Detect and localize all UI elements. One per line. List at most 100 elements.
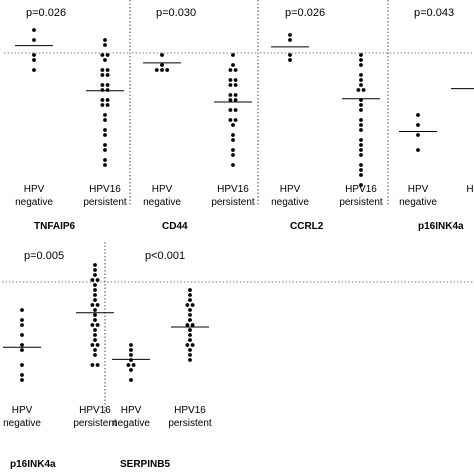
data-point [32, 28, 36, 32]
data-point [95, 363, 100, 367]
group-label-line2: negative [3, 418, 41, 429]
data-point [100, 88, 105, 92]
data-point [93, 288, 97, 292]
data-point [160, 63, 164, 67]
data-point [233, 78, 238, 82]
data-point [288, 53, 292, 57]
data-point [129, 353, 133, 357]
group-label-line1: HPV [280, 184, 301, 195]
data-point [356, 88, 361, 92]
data-point [129, 343, 133, 347]
group-label-line1: HPV [152, 184, 173, 195]
data-point [90, 278, 95, 282]
data-point [231, 53, 235, 57]
data-point [100, 98, 105, 102]
data-point [129, 358, 133, 362]
group-label-line1: HPV16 [89, 184, 121, 195]
data-point [359, 183, 363, 187]
p-value-label: p=0.030 [156, 7, 196, 19]
data-point [100, 68, 105, 72]
data-point [103, 133, 107, 137]
data-point [185, 343, 190, 347]
data-point [103, 58, 107, 62]
data-point [188, 358, 192, 362]
data-point [228, 118, 233, 122]
data-point [190, 323, 195, 327]
data-point [359, 143, 363, 147]
p-value-label: p=0.005 [24, 250, 64, 262]
group-label-line2: persistent [83, 197, 127, 208]
data-point [188, 298, 192, 302]
data-point [32, 58, 36, 62]
data-point [165, 68, 170, 72]
group-label-line1: H [466, 184, 473, 195]
data-point [154, 68, 159, 72]
data-point [20, 363, 24, 367]
data-point [185, 303, 190, 307]
data-point [103, 128, 107, 132]
data-point [131, 363, 136, 367]
data-point [32, 68, 36, 72]
data-point [20, 373, 24, 377]
group-label-line2: negative [15, 197, 53, 208]
data-point [228, 98, 233, 102]
data-point [105, 88, 110, 92]
data-point [288, 33, 292, 37]
data-point [188, 308, 192, 312]
data-point [103, 38, 107, 42]
panel-tnfaip6-0: p=0.026 HPV negative HPV16 persistent TNFAIP6 [4, 0, 131, 232]
data-point [228, 108, 233, 112]
data-point [93, 308, 97, 312]
data-point [359, 123, 363, 127]
data-point [233, 68, 238, 72]
data-point [90, 323, 95, 327]
data-point [93, 273, 97, 277]
data-point [129, 368, 133, 372]
panel-cd44-1: p=0.030 HPV negative HPV16 persistent CD44 [132, 0, 259, 232]
group-label-line2: persistent [73, 418, 117, 429]
data-point [188, 338, 192, 342]
group-label-line1: HPV [408, 184, 429, 195]
data-point [105, 98, 110, 102]
data-point [103, 113, 107, 117]
data-point [288, 38, 292, 42]
data-point [359, 58, 363, 62]
data-point [93, 283, 97, 287]
gene-title: CD44 [162, 221, 188, 232]
data-point [20, 378, 24, 382]
data-point [233, 108, 238, 112]
data-point [100, 83, 105, 87]
data-point [93, 268, 97, 272]
data-point [359, 153, 363, 157]
gene-title: CCRL2 [290, 221, 324, 232]
data-point [129, 348, 133, 352]
data-point [20, 308, 24, 312]
group-label-line2: persistent [211, 197, 255, 208]
group-label-line2: negative [143, 197, 181, 208]
data-point [95, 303, 100, 307]
gene-title: TNFAIP6 [34, 221, 76, 232]
data-point [188, 288, 192, 292]
data-point [103, 143, 107, 147]
p-value-label: p=0.043 [414, 7, 454, 19]
group-label-line2: negative [399, 197, 437, 208]
data-point [105, 83, 110, 87]
data-point [90, 343, 95, 347]
data-point [20, 343, 24, 347]
data-point [103, 148, 107, 152]
data-point [188, 328, 192, 332]
group-label-line1: HPV [121, 405, 142, 416]
data-point [93, 333, 97, 337]
data-point [188, 318, 192, 322]
data-point [95, 323, 100, 327]
data-point [103, 118, 107, 122]
data-point [105, 68, 110, 72]
data-point [231, 153, 235, 157]
data-point [105, 73, 110, 77]
data-point [359, 148, 363, 152]
panel-serpinb5-5: p<0.001 HPV negative HPV16 persistent SERPINB… [107, 250, 474, 470]
group-label-line1: HPV16 [174, 405, 206, 416]
data-point [416, 148, 420, 152]
data-point [188, 348, 192, 352]
